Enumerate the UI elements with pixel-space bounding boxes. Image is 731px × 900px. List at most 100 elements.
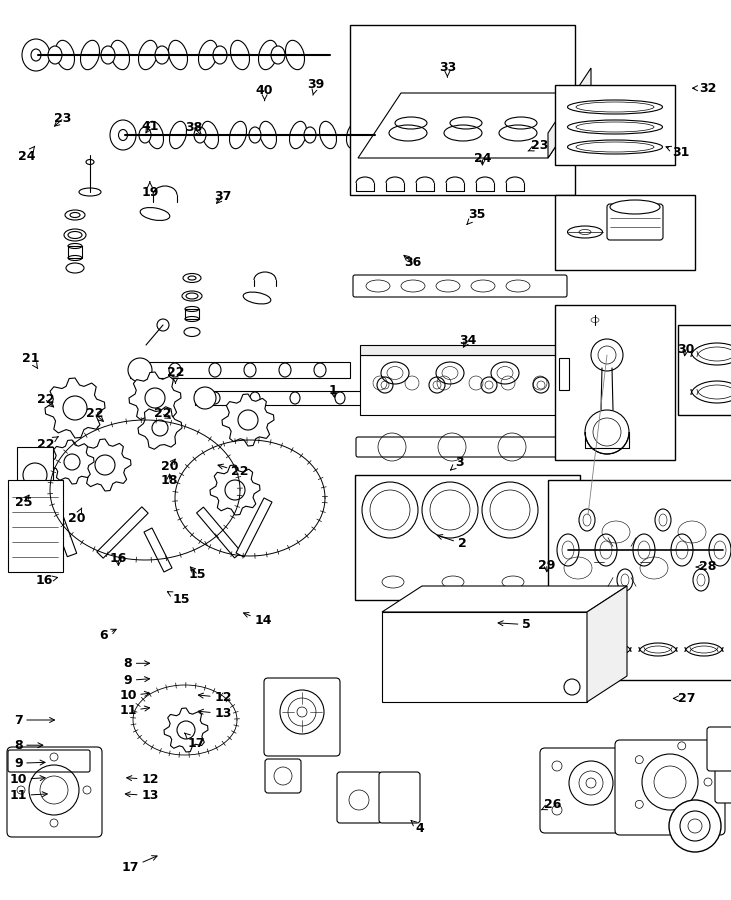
Text: 15: 15 (189, 567, 206, 580)
Text: 10: 10 (119, 689, 150, 702)
Bar (355, 475, 580, 600)
Text: 31: 31 (666, 147, 690, 159)
Circle shape (642, 754, 698, 810)
Ellipse shape (184, 328, 200, 337)
Text: 22: 22 (218, 464, 249, 478)
Ellipse shape (199, 40, 218, 69)
Circle shape (157, 319, 169, 331)
Text: 9: 9 (124, 674, 150, 687)
Polygon shape (236, 498, 272, 557)
Polygon shape (587, 586, 627, 702)
Polygon shape (382, 586, 627, 612)
Ellipse shape (359, 127, 371, 143)
Ellipse shape (65, 210, 85, 220)
Ellipse shape (365, 392, 375, 404)
Circle shape (481, 377, 497, 393)
Ellipse shape (140, 208, 170, 220)
Text: 7: 7 (14, 714, 55, 726)
Text: 13: 13 (198, 707, 232, 720)
Ellipse shape (633, 534, 655, 566)
Text: 25: 25 (15, 495, 32, 508)
Circle shape (238, 410, 258, 430)
Circle shape (564, 679, 580, 695)
Text: 16: 16 (110, 553, 127, 565)
Ellipse shape (250, 392, 260, 404)
Circle shape (592, 532, 652, 592)
Polygon shape (129, 372, 181, 424)
Ellipse shape (202, 122, 219, 148)
Text: 17: 17 (121, 856, 157, 874)
Text: 13: 13 (125, 789, 159, 802)
Text: 12: 12 (126, 773, 159, 786)
Bar (195, 391, 380, 405)
Ellipse shape (79, 188, 101, 196)
Ellipse shape (286, 40, 305, 69)
Ellipse shape (271, 46, 285, 64)
Bar (8, 480, 63, 572)
Circle shape (152, 420, 168, 436)
Circle shape (29, 765, 79, 815)
Circle shape (128, 358, 152, 382)
Text: 27: 27 (673, 692, 696, 705)
Ellipse shape (259, 40, 278, 69)
Text: 32: 32 (692, 82, 716, 94)
Ellipse shape (110, 40, 129, 69)
Text: 11: 11 (10, 789, 48, 802)
Circle shape (95, 455, 115, 475)
FancyBboxPatch shape (707, 727, 731, 771)
Ellipse shape (243, 292, 270, 304)
Polygon shape (358, 93, 591, 158)
FancyBboxPatch shape (265, 759, 301, 793)
Circle shape (377, 377, 393, 393)
Text: 2: 2 (437, 535, 466, 550)
Bar (17, 447, 53, 503)
Text: 8: 8 (124, 657, 150, 670)
Text: 22: 22 (86, 408, 104, 421)
Bar (68, 246, 82, 258)
Ellipse shape (168, 40, 188, 69)
Bar (555, 85, 675, 165)
Circle shape (569, 761, 613, 805)
Ellipse shape (304, 127, 316, 143)
FancyBboxPatch shape (7, 747, 102, 837)
Text: 22: 22 (154, 408, 171, 420)
Ellipse shape (56, 40, 75, 69)
Ellipse shape (709, 534, 731, 566)
Ellipse shape (290, 392, 300, 404)
Circle shape (27, 485, 43, 501)
Text: 30: 30 (677, 343, 694, 356)
Text: 20: 20 (161, 459, 178, 472)
Bar (559, 358, 569, 390)
Text: 29: 29 (538, 559, 556, 572)
Ellipse shape (194, 127, 206, 143)
Ellipse shape (66, 263, 84, 273)
Circle shape (429, 377, 445, 393)
Ellipse shape (314, 363, 326, 377)
Text: 24: 24 (18, 146, 35, 163)
Ellipse shape (182, 291, 202, 301)
Ellipse shape (118, 130, 127, 140)
Ellipse shape (209, 363, 221, 377)
Ellipse shape (48, 46, 62, 64)
Ellipse shape (170, 122, 186, 148)
Ellipse shape (610, 200, 660, 214)
Polygon shape (50, 440, 94, 484)
Bar (558, 530, 576, 546)
FancyBboxPatch shape (379, 772, 420, 823)
Text: 24: 24 (474, 152, 491, 165)
Text: 1: 1 (329, 384, 338, 397)
Polygon shape (210, 465, 260, 515)
Text: 26: 26 (541, 798, 561, 811)
Polygon shape (48, 499, 77, 557)
Text: 21: 21 (22, 352, 39, 369)
Ellipse shape (655, 509, 671, 531)
Text: 41: 41 (141, 120, 159, 133)
Ellipse shape (335, 392, 345, 404)
Bar (558, 574, 576, 590)
FancyBboxPatch shape (540, 748, 642, 833)
Text: 4: 4 (411, 821, 424, 834)
Ellipse shape (138, 40, 157, 69)
Ellipse shape (64, 229, 86, 241)
Text: 5: 5 (498, 618, 531, 631)
Polygon shape (197, 507, 241, 558)
